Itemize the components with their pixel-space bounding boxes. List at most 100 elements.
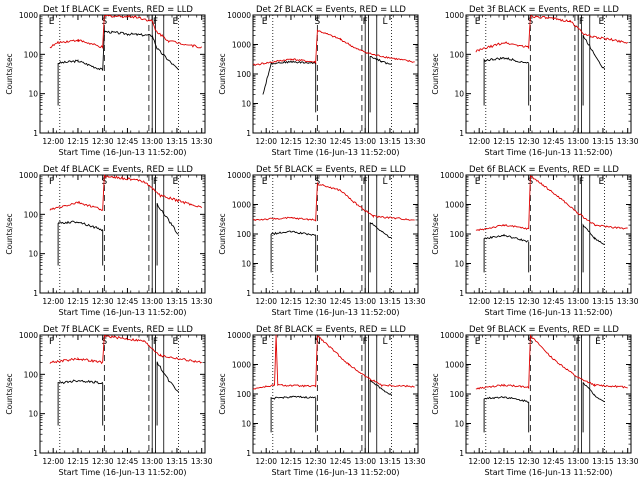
- x-tick-label: 13:00: [141, 137, 163, 146]
- event-marker-label: S: [101, 337, 107, 347]
- x-tick-label: 13:00: [567, 297, 589, 306]
- event-marker-label: E: [262, 177, 268, 187]
- y-axis-label: Counts/sec: [218, 373, 227, 414]
- events-series-line: [270, 222, 392, 273]
- x-tick-label: 13:00: [567, 137, 589, 146]
- x-tick-label: 13:30: [404, 457, 426, 466]
- x-axis-label: Start Time (16-Jun-13 11:52:00): [485, 308, 613, 317]
- x-tick-label: 12:15: [280, 137, 302, 146]
- y-tick-label: 10000: [440, 331, 464, 340]
- y-tick-label: 1000: [19, 11, 38, 20]
- event-marker-label: S: [101, 17, 107, 27]
- lld-series-line: [49, 14, 203, 50]
- event-marker-label: E: [475, 337, 481, 347]
- x-tick-label: 12:00: [255, 457, 277, 466]
- event-marker-label: L: [382, 337, 387, 347]
- y-tick-label: 1: [246, 449, 251, 458]
- y-tick-label: 10000: [227, 11, 251, 20]
- y-tick-label: 1000: [19, 171, 38, 180]
- y-tick-label: 1: [246, 289, 251, 298]
- lld-series-line: [475, 14, 628, 53]
- y-tick-label: 100: [237, 230, 252, 239]
- events-series-line: [483, 34, 605, 106]
- x-tick-label: 12:45: [330, 457, 352, 466]
- x-tick-label: 12:15: [493, 457, 515, 466]
- events-series-line: [57, 361, 179, 426]
- plot-title: Det 7f BLACK = Events, RED = LLD: [43, 325, 193, 335]
- plot-frame: [465, 174, 632, 294]
- x-tick-label: 12:45: [543, 297, 565, 306]
- event-marker-label: E: [172, 177, 178, 187]
- x-tick-label: 12:15: [67, 457, 89, 466]
- event-marker-label: F: [153, 337, 158, 347]
- x-tick-label: 13:00: [354, 457, 376, 466]
- detector-panel-7: Det 7f BLACK = Events, RED = LLD Counts/s…: [0, 320, 213, 484]
- events-series-line: [262, 56, 392, 113]
- event-marker-label: F: [153, 17, 158, 27]
- x-tick-label: 12:30: [92, 137, 114, 146]
- detector-panel-5: Det 5f BLACK = Events, RED = LLD Counts/s…: [213, 160, 426, 324]
- x-tick-label: 12:30: [518, 457, 540, 466]
- lightcurve-plot: Det 1f BLACK = Events, RED = LLD Counts/s…: [5, 5, 213, 157]
- y-tick-label: 10: [241, 260, 251, 269]
- x-tick-label: 13:15: [592, 137, 614, 146]
- x-tick-label: 13:00: [141, 457, 163, 466]
- y-tick-label: 1000: [232, 361, 251, 370]
- event-marker-label: F: [363, 17, 368, 27]
- event-marker-label: F: [576, 337, 581, 347]
- y-tick-label: 100: [450, 50, 465, 59]
- y-tick-label: 10: [28, 250, 38, 259]
- y-tick-label: 1000: [445, 201, 464, 210]
- x-tick-label: 13:30: [191, 137, 213, 146]
- y-tick-label: 1000: [445, 11, 464, 20]
- y-tick-label: 1: [33, 449, 38, 458]
- x-tick-label: 12:00: [42, 297, 64, 306]
- plot-frame: [252, 174, 419, 294]
- x-tick-label: 12:45: [543, 457, 565, 466]
- lightcurve-plot: Det 8f BLACK = Events, RED = LLD Counts/s…: [218, 325, 426, 477]
- y-tick-label: 1: [459, 129, 464, 138]
- y-tick-label: 10: [454, 420, 464, 429]
- x-axis-label: Start Time (16-Jun-13 11:52:00): [272, 148, 400, 157]
- y-tick-label: 100: [450, 230, 465, 239]
- detector-panel-1: Det 1f BLACK = Events, RED = LLD Counts/s…: [0, 0, 213, 164]
- x-tick-label: 13:00: [567, 457, 589, 466]
- plot-title: Det 9f BLACK = Events, RED = LLD: [469, 325, 619, 335]
- event-marker-label: F: [363, 337, 368, 347]
- x-tick-label: 12:45: [330, 137, 352, 146]
- x-tick-label: 13:15: [379, 297, 401, 306]
- plot-title: Det 4f BLACK = Events, RED = LLD: [43, 165, 193, 175]
- x-tick-label: 13:15: [379, 457, 401, 466]
- events-series-line: [57, 202, 179, 266]
- plot-title: Det 6f BLACK = Events, RED = LLD: [469, 165, 619, 175]
- y-tick-label: 10: [28, 410, 38, 419]
- x-tick-label: 13:15: [379, 137, 401, 146]
- x-tick-label: 13:15: [166, 457, 188, 466]
- x-tick-label: 13:15: [166, 137, 188, 146]
- y-tick-label: 1000: [445, 361, 464, 370]
- event-marker-label: S: [314, 177, 320, 187]
- x-tick-label: 12:00: [468, 457, 490, 466]
- y-tick-label: 10: [454, 260, 464, 269]
- x-tick-label: 12:15: [67, 297, 89, 306]
- x-tick-label: 12:15: [280, 297, 302, 306]
- y-tick-label: 1: [459, 449, 464, 458]
- detector-panel-8: Det 8f BLACK = Events, RED = LLD Counts/s…: [213, 320, 426, 484]
- x-tick-label: 12:15: [67, 137, 89, 146]
- lld-series-line: [49, 174, 203, 211]
- lightcurve-plot: Det 2f BLACK = Events, RED = LLD Counts/s…: [218, 5, 426, 157]
- x-tick-label: 13:30: [404, 297, 426, 306]
- y-tick-label: 10: [241, 420, 251, 429]
- events-series-line: [270, 379, 392, 433]
- x-tick-label: 13:30: [404, 137, 426, 146]
- lld-series-line: [49, 334, 202, 365]
- detector-panel-6: Det 6f BLACK = Events, RED = LLD Counts/s…: [426, 160, 639, 324]
- x-tick-label: 12:30: [518, 297, 540, 306]
- x-tick-label: 13:15: [592, 297, 614, 306]
- y-tick-label: 10: [454, 90, 464, 99]
- plot-frame: [465, 14, 632, 134]
- event-marker-label: E: [598, 177, 604, 187]
- x-axis-label: Start Time (16-Jun-13 11:52:00): [59, 308, 187, 317]
- y-axis-label: Counts/sec: [218, 53, 227, 94]
